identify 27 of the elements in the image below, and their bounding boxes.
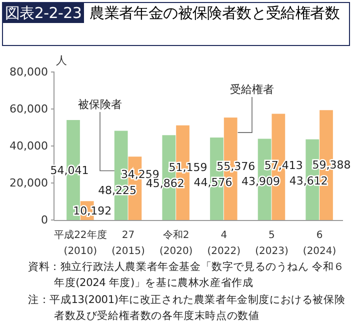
text: 44,576 bbox=[194, 176, 232, 189]
series-label: 受給権者 bbox=[230, 83, 274, 96]
x-tick-label: 5 (2023) bbox=[255, 230, 288, 257]
y-tick-label: 40,000 bbox=[10, 140, 48, 153]
series-label: 被保険者 bbox=[78, 98, 122, 111]
text: 51,159 bbox=[168, 161, 208, 174]
chart-title: 図表2-2-23 農業者年金の被保険者数と受給権者数 bbox=[4, 3, 340, 23]
x-tick-label: 平成22年度 (2010) bbox=[54, 229, 107, 257]
y-tick-label: 0 bbox=[41, 214, 48, 227]
x-tick-label: 令和2 (2020) bbox=[159, 229, 193, 257]
x-tick-label: 4 (2022) bbox=[207, 230, 241, 257]
text: 43,909 bbox=[242, 175, 280, 188]
text: 43,612 bbox=[289, 174, 328, 188]
text: 10,192 bbox=[73, 204, 112, 218]
text: 59,388 bbox=[312, 158, 351, 172]
text: 資料：独立行政法人農業者年金基金「数字で見るのうねん 令和６年度(2024 年度)」を基に農林水産省作成 bbox=[28, 260, 346, 291]
text: 54,041 bbox=[50, 164, 89, 178]
text: 57,413 bbox=[264, 159, 303, 172]
y-axis-title: 人 bbox=[56, 54, 67, 67]
y-tick-label: 60,000 bbox=[10, 102, 48, 116]
x-tick-label: 27 (2015) bbox=[112, 230, 145, 257]
y-tick-label: 20,000 bbox=[10, 176, 48, 190]
text: 55,376 bbox=[216, 160, 256, 173]
y-tick-label: 80,000 bbox=[10, 66, 48, 79]
x-tick-label: 6 (2024) bbox=[302, 230, 336, 257]
text: 注：平成13(2001)年に改正された農業者年金制度における被保険者数及び受給権者数の各年度末時点の数値 bbox=[28, 293, 346, 324]
text: 48,225 bbox=[98, 184, 137, 197]
